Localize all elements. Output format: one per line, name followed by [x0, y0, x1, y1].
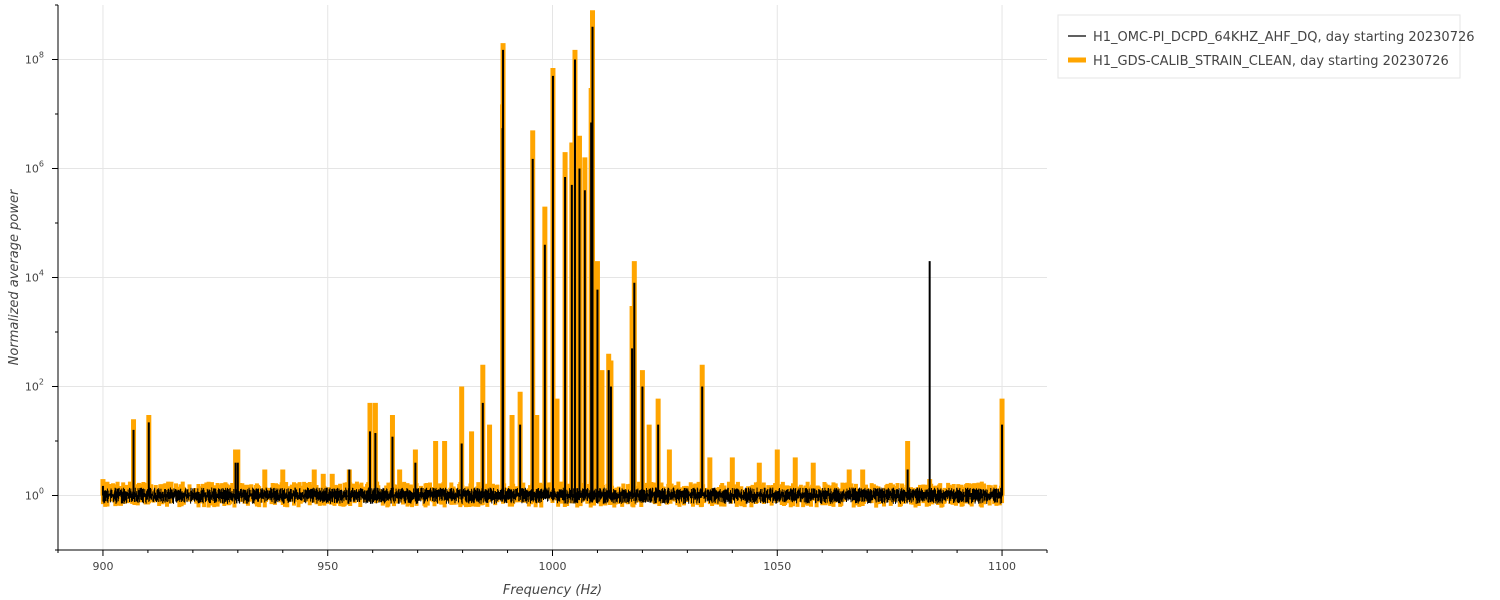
- x-tick-label: 1100: [988, 560, 1016, 573]
- series-0: [101, 26, 1004, 504]
- x-axis-title: Frequency (Hz): [503, 583, 602, 598]
- legend: H1_OMC-PI_DCPD_64KHZ_AHF_DQ, day startin…: [1057, 14, 1475, 79]
- legend-label-gds-calib-strain: H1_GDS-CALIB_STRAIN_CLEAN, day starting …: [1093, 54, 1449, 69]
- legend-label-omc-pi-dcpd: H1_OMC-PI_DCPD_64KHZ_AHF_DQ, day startin…: [1093, 30, 1475, 45]
- x-tick-label: 950: [317, 560, 338, 573]
- plot-area: [100, 10, 1005, 508]
- x-tick-label: 1000: [539, 560, 567, 573]
- x-tick-label: 1050: [763, 560, 791, 573]
- y-axis-title: Normalized average power: [7, 188, 22, 365]
- legend-box: [1057, 14, 1461, 79]
- x-tick-label: 900: [92, 560, 113, 573]
